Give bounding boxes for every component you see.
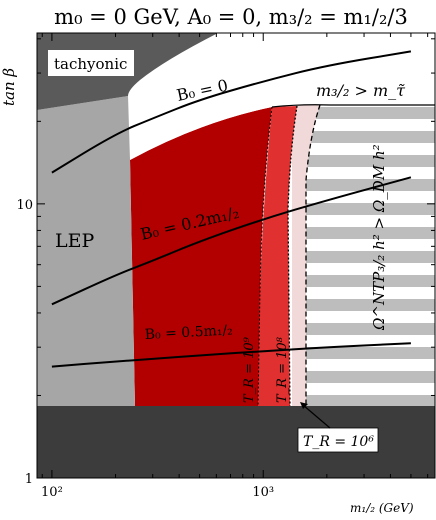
y-tick-label: 10 [16, 198, 33, 213]
overclosure-stripe [305, 203, 435, 215]
x-tick-label: 10³ [252, 485, 274, 500]
plot-area [37, 33, 435, 478]
overclosure-stripe [305, 395, 435, 407]
overclosure-stripe [305, 371, 435, 383]
series-line-b0-0 [51, 50, 412, 174]
region-m32-gt-mstau [128, 68, 435, 160]
y-axis-label: tan β [0, 68, 18, 106]
overclosure-stripe [305, 323, 435, 335]
x-tick-label: 10² [41, 485, 63, 500]
boundary-tr-1e6 [305, 104, 321, 406]
boundary-top [271, 104, 435, 108]
arrow-tr-1e6 [302, 404, 331, 429]
overclosure-stripe [305, 227, 435, 239]
overclosure-stripe [305, 251, 435, 263]
label-tachyonic: tachyonic [54, 55, 127, 73]
label-lep: LEP [55, 230, 94, 252]
overclosure-stripe [305, 275, 435, 287]
label-m32-gt-mstau: m₃/₂ > m_τ̃ [316, 81, 406, 100]
label-tr-1e8: T_R = 10⁸ [275, 336, 290, 403]
plot-frame [36, 32, 436, 479]
boundary-tr-1e8 [287, 105, 298, 407]
overclosure-stripe [305, 107, 435, 119]
overclosure-stripe [305, 131, 435, 143]
series-line-b0-2 [51, 342, 411, 368]
overclosure-stripe [305, 347, 435, 359]
y-tick-label: 1 [25, 472, 33, 487]
label-omega: Ω^NTP₃/₂ h² > Ω_DM h² [370, 144, 388, 331]
chart-title: m₀ = 0 GeV, A₀ = 0, m₃/₂ = m₁/₂/3 [54, 5, 408, 29]
series-line-b0-1 [51, 176, 412, 306]
region-tr-1e6 [292, 105, 320, 406]
label-b0-05: B₀ = 0.5m₁/₂ [144, 322, 233, 343]
region-tr-1e9 [130, 107, 272, 406]
label-tr-1e9: T_R = 10⁹ [242, 336, 257, 403]
arrow-head-tr-1e6 [300, 402, 308, 409]
overclosure-stripe [305, 299, 435, 311]
label-tachyonic-box [48, 50, 134, 76]
label-tr-1e6-box [297, 427, 379, 453]
axis-ticks: 10² 10³ 1 10 [16, 33, 435, 500]
series-layer [51, 50, 412, 368]
overclosure-region [305, 107, 435, 407]
label-tr-1e6: T_R = 10⁶ [303, 434, 374, 450]
overclosure-stripe [305, 155, 435, 167]
overclosure-stripe [305, 179, 435, 191]
x-axis-label: m₁/₂ (GeV) [350, 501, 414, 515]
region-tr-1e8 [258, 106, 297, 406]
region-lep [37, 96, 135, 406]
